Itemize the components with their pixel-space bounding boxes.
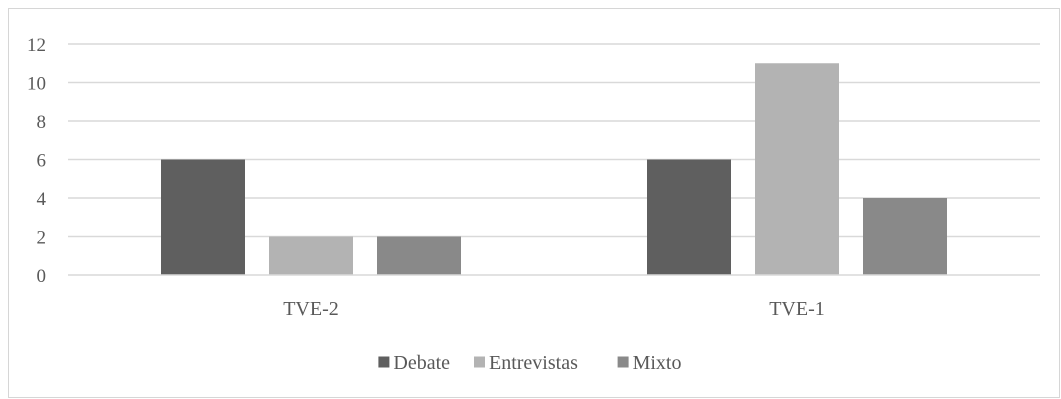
y-tick-label: 6 — [37, 151, 47, 172]
category-label: TVE-2 — [283, 298, 339, 320]
legend: Debate Entrevistas Mixto — [378, 352, 682, 374]
y-tick-label: 10 — [27, 74, 46, 95]
legend-label-entrevistas: Entrevistas — [489, 352, 578, 374]
bar-entrevistas-tve-2 — [269, 236, 353, 275]
y-axis-ticks: 0 2 4 6 8 10 12 — [27, 35, 47, 287]
y-tick-label: 2 — [37, 228, 47, 249]
bar-entrevistas-tve-1 — [755, 63, 839, 275]
legend-swatch-entrevistas — [474, 356, 485, 368]
bar-mixto-tve-1 — [863, 198, 947, 275]
bars — [161, 63, 947, 275]
category-labels: TVE-2 TVE-1 — [283, 298, 825, 320]
y-tick-label: 12 — [27, 35, 46, 56]
y-tick-label: 8 — [37, 112, 47, 133]
legend-swatch-mixto — [617, 356, 629, 368]
y-tick-label: 4 — [37, 189, 47, 210]
y-tick-label: 0 — [37, 266, 47, 287]
legend-swatch-debate — [378, 356, 390, 368]
bar-debate-tve-1 — [647, 159, 731, 275]
legend-label-mixto: Mixto — [633, 352, 682, 374]
bar-debate-tve-2 — [161, 159, 245, 275]
legend-label-debate: Debate — [393, 352, 450, 374]
bar-mixto-tve-2 — [377, 236, 461, 275]
category-label: TVE-1 — [769, 298, 825, 320]
